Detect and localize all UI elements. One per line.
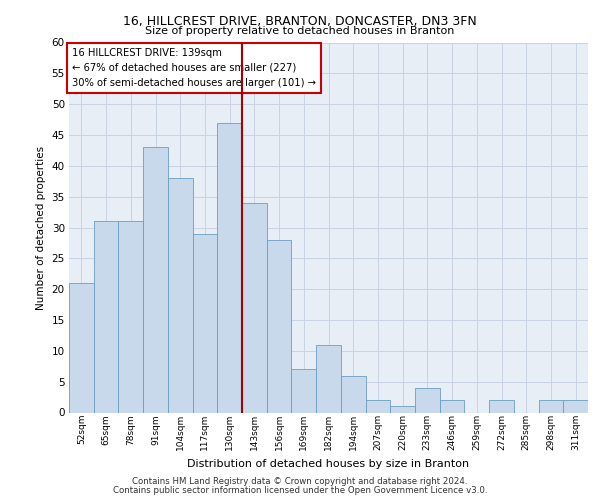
Bar bbox=[489, 400, 514, 412]
Text: Contains HM Land Registry data © Crown copyright and database right 2024.: Contains HM Land Registry data © Crown c… bbox=[132, 477, 468, 486]
Text: 16, HILLCREST DRIVE, BRANTON, DONCASTER, DN3 3FN: 16, HILLCREST DRIVE, BRANTON, DONCASTER,… bbox=[123, 15, 477, 28]
Bar bbox=[94, 222, 118, 412]
Bar bbox=[316, 344, 341, 412]
Text: Contains public sector information licensed under the Open Government Licence v3: Contains public sector information licen… bbox=[113, 486, 487, 495]
Bar bbox=[292, 370, 316, 412]
Bar bbox=[118, 222, 143, 412]
X-axis label: Distribution of detached houses by size in Branton: Distribution of detached houses by size … bbox=[187, 458, 470, 468]
Bar bbox=[365, 400, 390, 412]
Y-axis label: Number of detached properties: Number of detached properties bbox=[36, 146, 46, 310]
Bar bbox=[193, 234, 217, 412]
Text: Size of property relative to detached houses in Branton: Size of property relative to detached ho… bbox=[145, 26, 455, 36]
Bar bbox=[341, 376, 365, 412]
Bar bbox=[69, 283, 94, 412]
Text: 16 HILLCREST DRIVE: 139sqm
← 67% of detached houses are smaller (227)
30% of sem: 16 HILLCREST DRIVE: 139sqm ← 67% of deta… bbox=[71, 48, 316, 88]
Bar bbox=[563, 400, 588, 412]
Bar bbox=[415, 388, 440, 412]
Bar bbox=[217, 122, 242, 412]
Bar bbox=[143, 148, 168, 412]
Bar bbox=[390, 406, 415, 412]
Bar bbox=[539, 400, 563, 412]
Bar bbox=[440, 400, 464, 412]
Bar bbox=[267, 240, 292, 412]
Bar bbox=[168, 178, 193, 412]
Bar bbox=[242, 203, 267, 412]
